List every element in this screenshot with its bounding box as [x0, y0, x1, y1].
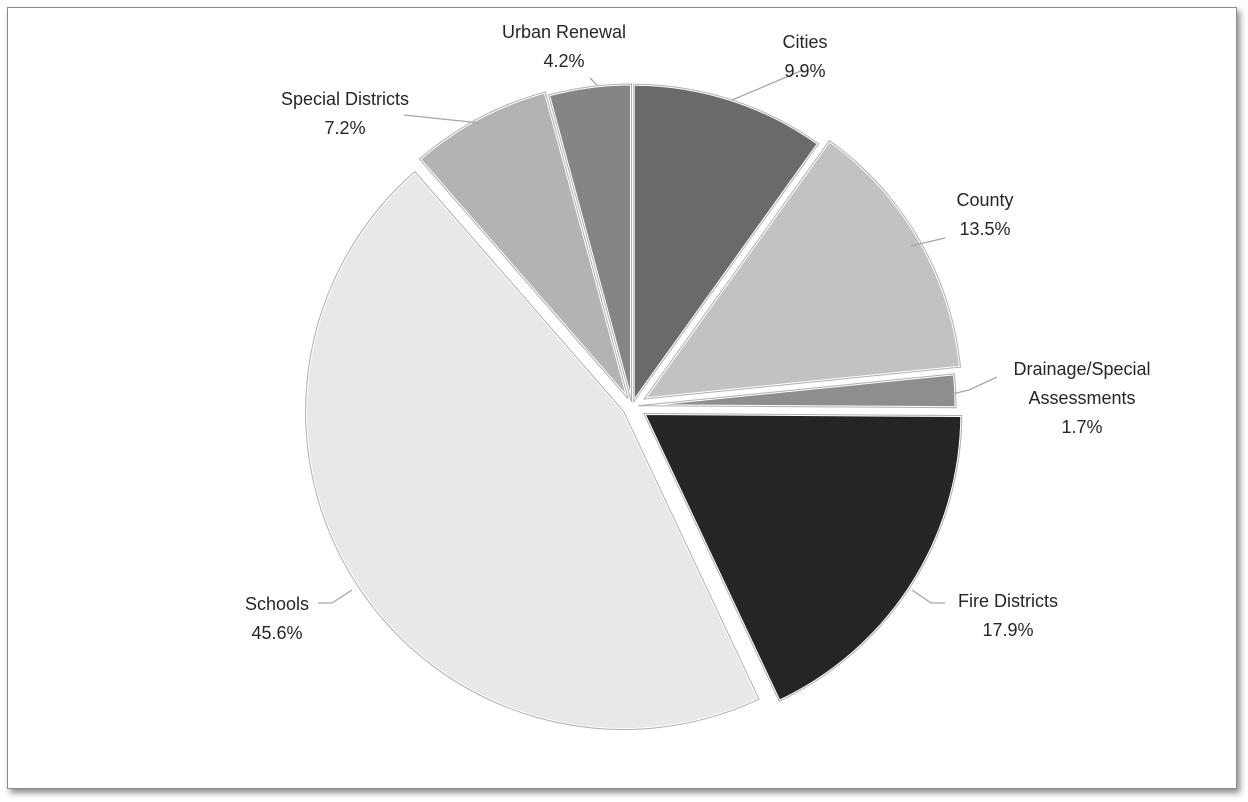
pie-slice-schools: [304, 170, 761, 731]
leader-line: [318, 589, 353, 604]
data-label-fire-districts: Fire Districts 17.9%: [958, 591, 1058, 640]
data-label-special-districts: Special Districts 7.2%: [281, 89, 409, 138]
pie-slice-fire-districts: [642, 412, 964, 703]
pie-slice-county: [642, 139, 963, 401]
pie-slice-cities: [631, 82, 821, 404]
data-label-urban-renewal: Urban Renewal 4.2%: [502, 22, 626, 71]
pie-slice-urban-renewal: [547, 82, 633, 404]
data-label-schools: Schools 45.6%: [245, 594, 309, 643]
leader-line: [731, 69, 804, 101]
leader-line: [911, 589, 945, 604]
data-label-drainage-special-assessments: Drainage/Special Assessments 1.7%: [1013, 359, 1150, 437]
leader-line: [589, 77, 598, 86]
pie-slice-special-districts: [417, 90, 630, 401]
leader-line: [910, 237, 946, 247]
leader-line: [403, 114, 481, 124]
leader-line: [951, 376, 998, 395]
pie-slice-drainage-special-assessments: [636, 372, 958, 410]
data-label-county: County 13.5%: [956, 190, 1013, 239]
data-label-cities: Cities 9.9%: [782, 32, 827, 81]
